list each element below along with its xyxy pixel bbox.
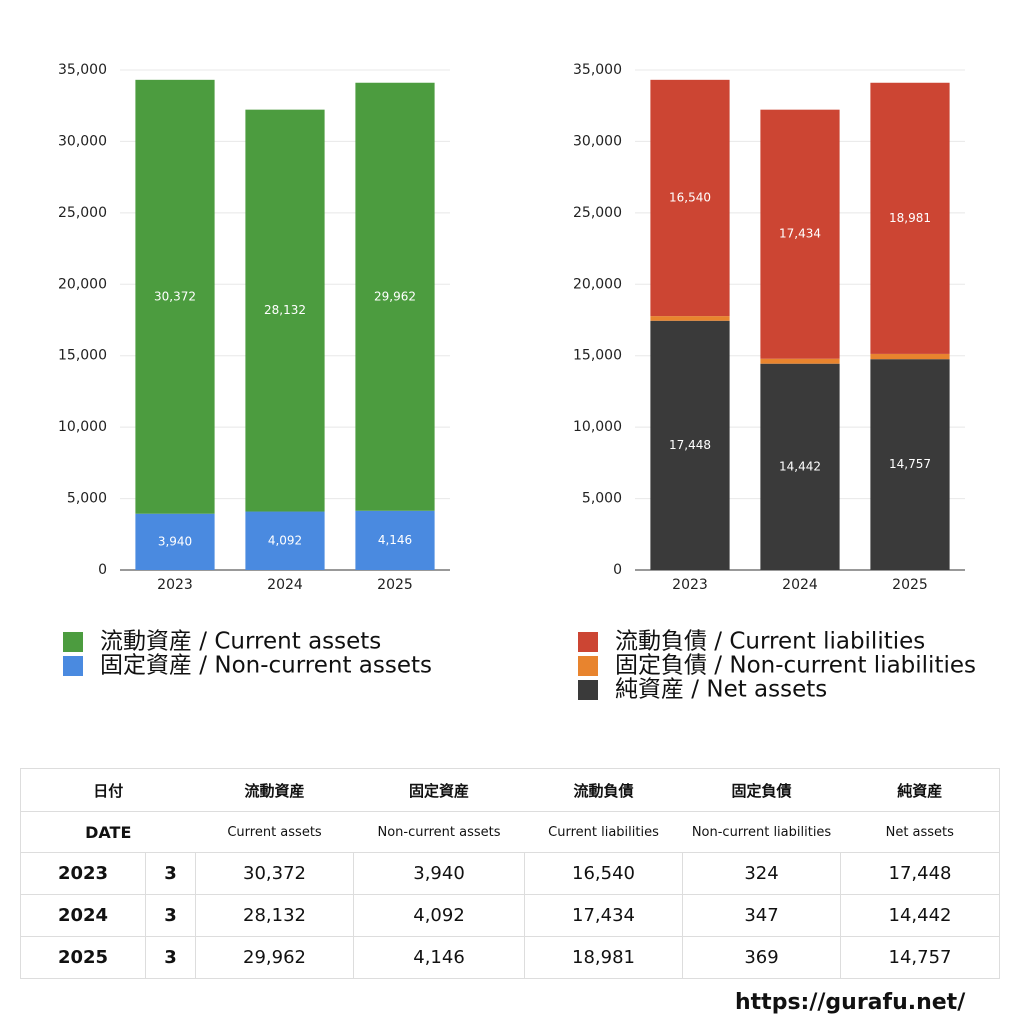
x-tick-label: 2023 bbox=[672, 577, 708, 593]
table-cell: 28,132 bbox=[195, 894, 354, 937]
value-label: 16,540 bbox=[669, 190, 711, 204]
table-cell: 17,434 bbox=[524, 894, 683, 937]
legend-swatch bbox=[578, 680, 598, 700]
legend-label: 流動資産 / Current assets bbox=[100, 629, 381, 655]
bar-segment bbox=[870, 359, 950, 570]
bar-segment bbox=[760, 109, 840, 359]
table-cell: DATE bbox=[20, 811, 196, 853]
x-tick-label: 2023 bbox=[157, 577, 193, 593]
legend-label: 固定負債 / Non-current liabilities bbox=[615, 653, 976, 679]
value-label: 14,757 bbox=[889, 457, 931, 471]
value-label: 17,434 bbox=[779, 227, 821, 241]
y-tick-label: 10,000 bbox=[573, 419, 622, 435]
table-cell: 30,372 bbox=[195, 852, 354, 895]
table-cell: Non-current assets bbox=[353, 811, 525, 853]
table-cell: 3,940 bbox=[353, 852, 525, 895]
bar-segment bbox=[650, 320, 730, 570]
table-cell: 流動負債 bbox=[524, 768, 683, 812]
table-cell: 14,442 bbox=[840, 894, 1000, 937]
y-tick-label: 15,000 bbox=[573, 348, 622, 364]
y-tick-label: 20,000 bbox=[58, 276, 107, 292]
table-cell: 2024 bbox=[20, 894, 146, 937]
y-tick-label: 5,000 bbox=[582, 491, 622, 507]
bar-segment bbox=[870, 353, 950, 360]
table-cell: 2023 bbox=[20, 852, 146, 895]
x-tick-label: 2025 bbox=[892, 577, 928, 593]
table-cell: Current liabilities bbox=[524, 811, 683, 853]
table-cell: Non-current liabilities bbox=[682, 811, 841, 853]
table-cell: 純資産 bbox=[840, 768, 1000, 812]
table-cell: 固定資産 bbox=[353, 768, 525, 812]
value-label: 14,442 bbox=[779, 459, 821, 473]
bar-segment bbox=[760, 358, 840, 364]
table-cell: 16,540 bbox=[524, 852, 683, 895]
bar-segment bbox=[135, 513, 215, 570]
y-tick-label: 15,000 bbox=[58, 348, 107, 364]
table-cell: 369 bbox=[682, 936, 841, 979]
legend-label: 純資産 / Net assets bbox=[615, 677, 827, 703]
x-tick-label: 2024 bbox=[782, 577, 818, 593]
table-cell: 3 bbox=[144, 894, 196, 937]
data-table: 日付 流動資産 固定資産 流動負債 固定負債 純資産 DATE Current assets N… bbox=[20, 768, 1001, 979]
value-label: 4,146 bbox=[378, 533, 412, 547]
table-cell: 日付 bbox=[20, 768, 196, 812]
value-label: 29,962 bbox=[374, 289, 416, 303]
legend-label: 固定資産 / Non-current assets bbox=[100, 653, 432, 679]
value-label: 17,448 bbox=[669, 438, 711, 452]
bar-segment bbox=[760, 363, 840, 570]
table-cell: 3 bbox=[144, 936, 196, 979]
bar-segment bbox=[245, 109, 325, 512]
table-cell: 流動資産 bbox=[195, 768, 354, 812]
y-tick-label: 30,000 bbox=[58, 133, 107, 149]
x-tick-label: 2024 bbox=[267, 577, 303, 593]
y-tick-label: 25,000 bbox=[573, 205, 622, 221]
y-tick-label: 35,000 bbox=[58, 62, 107, 78]
y-tick-label: 5,000 bbox=[67, 491, 107, 507]
table-cell: 17,448 bbox=[840, 852, 1000, 895]
bar-segment bbox=[245, 511, 325, 570]
charts: 0 5,000 10,000 15,000 20,000 25,000 30,000 35,0… bbox=[58, 62, 976, 703]
y-tick-label: 25,000 bbox=[58, 205, 107, 221]
bar-segment bbox=[355, 510, 435, 570]
table-cell: 4,092 bbox=[353, 894, 525, 937]
legend-swatch bbox=[578, 632, 598, 652]
bar-segment bbox=[870, 82, 950, 354]
table-cell: 347 bbox=[682, 894, 841, 937]
table-cell: 18,981 bbox=[524, 936, 683, 979]
value-label: 3,940 bbox=[158, 534, 192, 548]
value-label: 30,372 bbox=[154, 289, 196, 303]
footer-url: https://gurafu.net/ bbox=[735, 990, 966, 1015]
bar-segment bbox=[650, 316, 730, 321]
table-cell: 29,962 bbox=[195, 936, 354, 979]
value-label: 28,132 bbox=[264, 303, 306, 317]
bar-segment bbox=[355, 82, 435, 511]
table-cell: Net assets bbox=[840, 811, 1000, 853]
y-tick-label: 30,000 bbox=[573, 133, 622, 149]
table-cell: 2025 bbox=[20, 936, 146, 979]
value-label: 4,092 bbox=[268, 533, 302, 547]
legend-swatch bbox=[578, 656, 598, 676]
value-label: 18,981 bbox=[889, 211, 931, 225]
y-tick-label: 0 bbox=[98, 562, 107, 578]
legend-swatch bbox=[63, 656, 83, 676]
y-tick-label: 0 bbox=[613, 562, 622, 578]
bar-segment bbox=[135, 79, 215, 514]
table-cell: 324 bbox=[682, 852, 841, 895]
table-cell: 固定負債 bbox=[682, 768, 841, 812]
bar-segment bbox=[650, 79, 730, 317]
y-tick-label: 35,000 bbox=[573, 62, 622, 78]
legend-label: 流動負債 / Current liabilities bbox=[615, 629, 925, 655]
legend-swatch bbox=[63, 632, 83, 652]
table-cell: 3 bbox=[144, 852, 196, 895]
table-cell: Current assets bbox=[195, 811, 354, 853]
x-tick-label: 2025 bbox=[377, 577, 413, 593]
y-tick-label: 10,000 bbox=[58, 419, 107, 435]
y-tick-label: 20,000 bbox=[573, 276, 622, 292]
table-cell: 14,757 bbox=[840, 936, 1000, 979]
table-cell: 4,146 bbox=[353, 936, 525, 979]
